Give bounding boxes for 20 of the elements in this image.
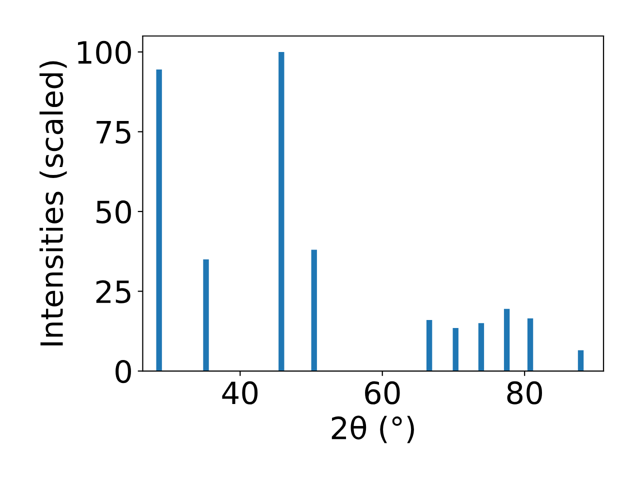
y-axis-title: Intensities (scaled) <box>40 61 67 346</box>
bar <box>478 323 484 372</box>
x-tick-label: 40 <box>222 381 258 404</box>
bar <box>452 328 458 372</box>
bar <box>203 259 209 372</box>
x-tick-label: 60 <box>365 381 400 404</box>
bar <box>426 320 432 372</box>
bar <box>578 350 584 372</box>
y-tick-label: 50 <box>96 200 131 224</box>
y-tick-label: 25 <box>96 280 130 304</box>
bar <box>311 250 317 372</box>
bar <box>278 52 284 372</box>
y-tick-label: 100 <box>78 40 131 64</box>
y-tick-label: 75 <box>96 121 130 144</box>
x-axis-title: 2θ (°) <box>332 416 414 444</box>
x-tick-label: 80 <box>507 381 542 404</box>
bar <box>527 318 534 372</box>
bar <box>156 70 162 372</box>
bar <box>504 308 510 372</box>
y-tick-label: 0 <box>116 360 131 384</box>
